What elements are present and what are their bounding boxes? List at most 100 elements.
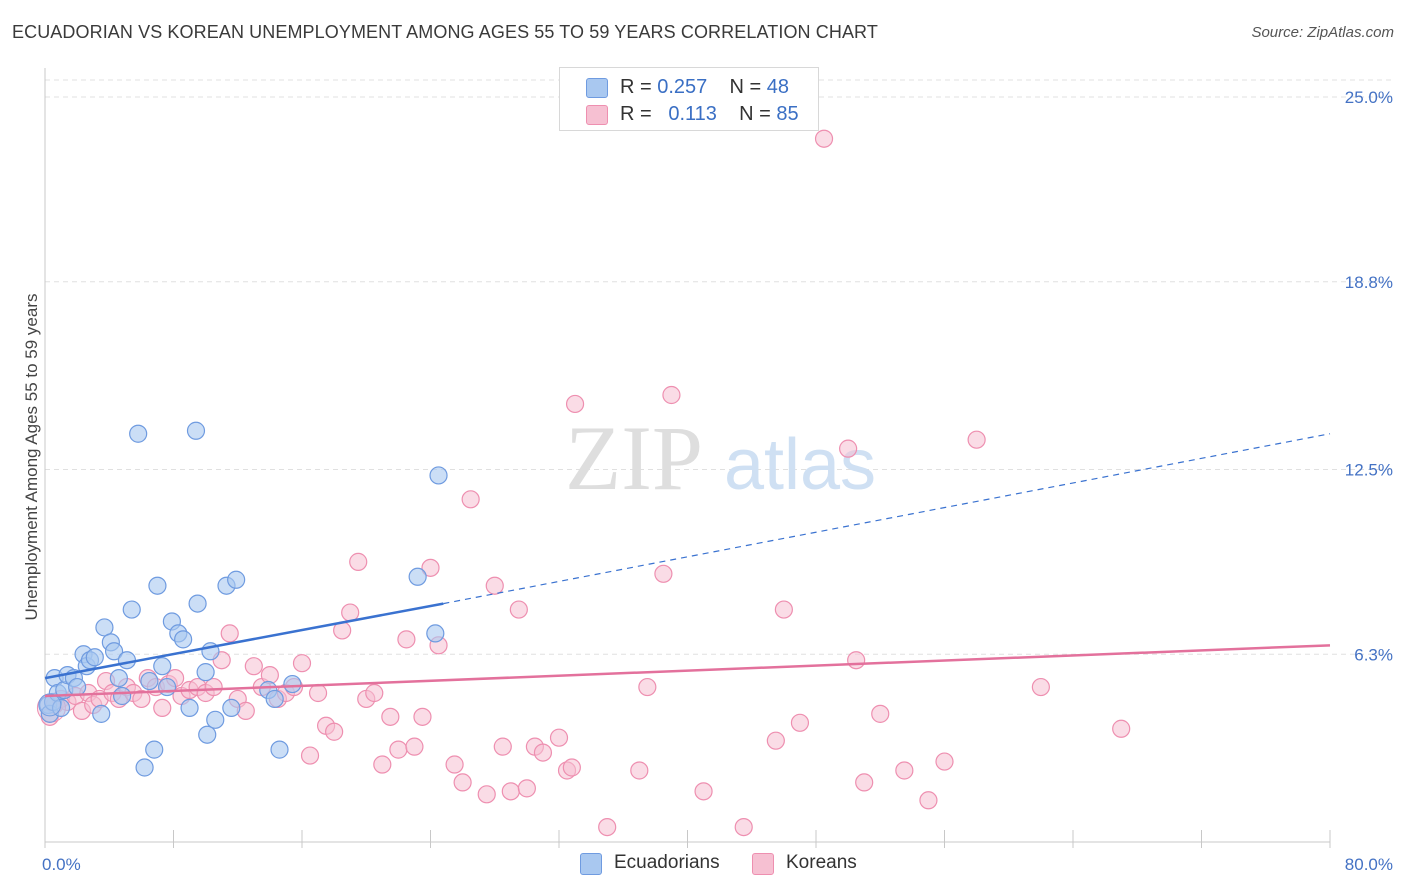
korean-point	[220, 624, 239, 643]
chart-title: ECUADORIAN VS KOREAN UNEMPLOYMENT AMONG …	[12, 22, 878, 42]
y-tick-label: 6.3%	[1354, 645, 1393, 664]
x-tick-label-min: 0.0%	[42, 855, 81, 874]
korean-point	[847, 651, 866, 670]
korean-point	[839, 439, 858, 458]
korean-point	[153, 698, 172, 718]
korean-point	[349, 552, 368, 571]
korean-point	[244, 657, 263, 676]
ecuadorian-point	[145, 740, 164, 759]
korean-point	[766, 731, 785, 750]
korean-point	[341, 603, 360, 622]
ecuadorian-point-cluster	[38, 693, 62, 717]
korean-point	[389, 740, 408, 759]
korean-point	[397, 630, 416, 649]
bottom-legend-swatch-koreans	[752, 853, 774, 875]
ecuadorian-point	[153, 657, 172, 676]
tick-labels: 6.3% 12.5% 18.8% 25.0% 0.0% 80.0%	[42, 88, 1393, 874]
y-axis-title: Unemployment Among Ages 55 to 59 years	[22, 294, 41, 621]
ecuadorian-point	[429, 466, 448, 485]
ecuadorian-point	[227, 570, 246, 589]
korean-point	[919, 791, 938, 810]
korean-point	[871, 704, 890, 723]
korean-point	[630, 761, 649, 780]
ecuadorian-point	[426, 624, 445, 643]
ecuadorian-point	[140, 671, 159, 691]
watermark-zip: ZIP	[565, 407, 703, 509]
bottom-legend-label-koreans: Koreans	[786, 852, 857, 873]
korean-point	[509, 600, 528, 619]
legend-swatch-koreans	[586, 105, 608, 125]
ecuadorian-point	[206, 710, 225, 729]
ecuadorian-point	[129, 424, 148, 443]
korean-point	[421, 558, 440, 577]
korean-point	[790, 713, 810, 732]
bottom-legend-swatch-ecuadorians	[580, 853, 602, 875]
source-label: Source: ZipAtlas.com	[1251, 24, 1394, 41]
legend-label-koreans: R = 0.113 N = 85	[620, 103, 799, 125]
ecuadorian-point	[270, 740, 289, 759]
y-tick-label: 18.8%	[1345, 273, 1393, 292]
korean-point	[517, 779, 536, 798]
korean-point	[413, 707, 432, 726]
ecuadorian-point	[148, 576, 167, 595]
korean-point	[549, 728, 569, 747]
ecuadorian-point	[196, 663, 215, 682]
ecuadorian-point	[186, 421, 206, 440]
korean-point	[300, 746, 320, 765]
korean-point	[477, 785, 496, 804]
ecuadorian-trend-line-extension	[443, 433, 1331, 605]
korean-point	[308, 683, 328, 703]
korean-point	[405, 737, 424, 756]
korean-point	[292, 654, 312, 673]
grid-lines	[45, 79, 1393, 655]
ecuadorian-point	[265, 689, 284, 709]
korean-point	[132, 689, 151, 709]
x-tick-label-max: 80.0%	[1345, 855, 1393, 874]
korean-point	[461, 490, 480, 509]
korean-point	[493, 737, 512, 756]
ecuadorian-point	[283, 674, 302, 694]
korean-point	[598, 817, 617, 837]
korean-point	[734, 817, 753, 837]
korean-point	[445, 755, 464, 774]
korean-point	[662, 385, 681, 405]
trend-lines	[44, 433, 1331, 698]
ecuadorian-point	[180, 698, 199, 718]
korean-point	[774, 600, 793, 619]
watermark: ZIP atlas	[565, 407, 876, 509]
y-tick-label: 12.5%	[1345, 461, 1393, 480]
korean-point	[365, 683, 384, 703]
ecuadorian-point	[122, 600, 141, 619]
ecuadorian-point	[157, 677, 177, 697]
ecuadorian-point	[198, 725, 217, 744]
korean-point	[485, 576, 504, 595]
ecuadorian-point	[408, 567, 427, 586]
korean-point	[654, 564, 673, 583]
korean-point	[562, 758, 581, 777]
korean-point	[1031, 677, 1050, 697]
korean-point	[895, 761, 914, 780]
korean-point	[1112, 719, 1131, 738]
legend: R = 0.257 N = 48 R = 0.113 N = 85	[559, 67, 819, 131]
ecuadorian-point	[174, 630, 193, 649]
korean-point	[325, 722, 344, 741]
korean-point	[204, 677, 223, 697]
legend-swatch-ecuadorians	[586, 78, 608, 98]
korean-point	[565, 394, 585, 414]
korean-point	[967, 430, 986, 449]
korean-point	[373, 755, 392, 774]
watermark-atlas: atlas	[724, 425, 876, 505]
bottom-legend-label-ecuadorians: Ecuadorians	[614, 852, 720, 873]
korean-point	[855, 773, 874, 792]
ecuadorian-point	[109, 668, 128, 688]
korean-trend-line	[44, 644, 1331, 698]
ecuadorian-point	[112, 686, 132, 706]
ecuadorian-point	[92, 704, 111, 723]
ecuadorian-point	[104, 642, 124, 661]
ecuadorian-point	[222, 698, 241, 718]
ecuadorian-point	[68, 677, 87, 697]
y-tick-label: 25.0%	[1345, 88, 1393, 107]
korean-point	[533, 743, 553, 762]
ecuadorian-point	[117, 651, 137, 670]
